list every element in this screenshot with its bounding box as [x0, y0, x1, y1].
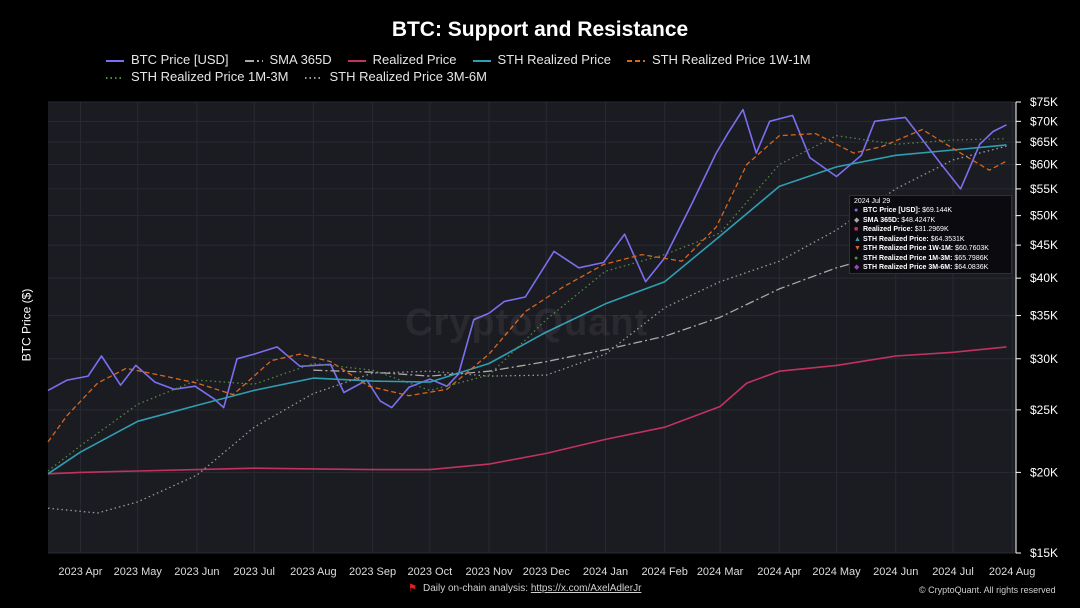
- legend-label: STH Realized Price: [497, 52, 611, 67]
- flag-icon: ⚑: [408, 583, 417, 594]
- series-line: [47, 346, 1007, 475]
- footer-link[interactable]: https://x.com/AxelAdlerJr: [530, 583, 642, 594]
- data-tooltip: 2024 Jul 29 ● BTC Price [USD]: $69.144K ◆ S…: [849, 195, 1012, 274]
- x-tick-label: 2023 Jun: [174, 566, 219, 578]
- y-tick-label: $20K: [1030, 465, 1058, 479]
- tooltip-row: ▲ STH Realized Price: $64.3531K: [854, 235, 1007, 245]
- y-tick-label: $15K: [1030, 546, 1058, 560]
- y-tick-label: $40K: [1030, 271, 1058, 285]
- legend-item[interactable]: Realized Price: [347, 52, 457, 67]
- tooltip-series-name: SMA 365D:: [863, 216, 900, 224]
- tooltip-series-name: Realized Price:: [863, 226, 913, 233]
- legend-item[interactable]: SMA 365D: [244, 52, 332, 67]
- tooltip-series-name: STH Realized Price:: [863, 235, 929, 243]
- x-tick-label: 2024 Jan: [583, 566, 628, 578]
- series-line: [47, 135, 1007, 472]
- tooltip-value: $69.144K: [920, 207, 953, 214]
- footer-text: Daily on-chain analysis:: [422, 583, 529, 594]
- legend-item[interactable]: STH Realized Price 1W-1M: [626, 52, 811, 67]
- legend-swatch: [304, 76, 323, 79]
- tooltip-value: $31.2969K: [912, 226, 949, 233]
- tooltip-series-name: BTC Price [USD]:: [863, 207, 921, 214]
- tooltip-rows: ● BTC Price [USD]: $69.144K ◆ SMA 365D: $48…: [854, 206, 1007, 273]
- y-axis-label: BTC Price ($): [19, 288, 34, 362]
- x-tick-label: 2023 Nov: [465, 566, 513, 578]
- series-line: [47, 128, 1007, 443]
- x-tick-label: 2023 Apr: [58, 566, 102, 578]
- x-tick-label: 2023 Aug: [290, 566, 337, 578]
- y-tick-label: $50K: [1030, 209, 1058, 223]
- tooltip-marker-icon: ▲: [854, 235, 861, 243]
- legend-label: STH Realized Price 3M-6M: [329, 69, 488, 84]
- tooltip-marker-icon: ●: [854, 254, 859, 262]
- tooltip-value: $64.3531K: [928, 235, 965, 243]
- tooltip-row: ◆ SMA 365D: $48.4247K: [854, 216, 1007, 226]
- x-tick-label: 2024 Jul: [932, 566, 974, 578]
- legend-item[interactable]: STH Realized Price: [472, 52, 611, 67]
- y-tick-label: $75K: [1030, 95, 1058, 109]
- y-tick-label: $65K: [1030, 135, 1058, 149]
- legend-swatch: [106, 76, 124, 79]
- legend-label: STH Realized Price 1W-1M: [651, 52, 811, 67]
- x-tick-label: 2024 Mar: [697, 566, 744, 578]
- x-tick-label: 2023 Sep: [349, 566, 396, 578]
- tooltip-date: 2024 Jul 29: [854, 198, 891, 205]
- chart-legend: BTC Price [USD] SMA 365D Realized Price STH…: [106, 52, 1006, 86]
- legend-swatch: [347, 59, 366, 62]
- x-tick-label: 2023 Oct: [408, 566, 453, 578]
- x-tick-label: 2024 Apr: [757, 566, 801, 578]
- plot-background: [48, 102, 1016, 553]
- tooltip-marker-icon: ▼: [854, 245, 861, 252]
- y-tick-label: $45K: [1030, 238, 1058, 252]
- x-tick-label: 2023 Dec: [523, 566, 571, 578]
- tooltip-marker-icon: ●: [854, 207, 859, 214]
- y-tick-label: $70K: [1030, 114, 1058, 128]
- copyright: © CryptoQuant. All rights reserved: [919, 585, 1056, 595]
- x-tick-label: 2024 Aug: [989, 566, 1036, 578]
- tooltip-marker-icon: ◆: [854, 264, 860, 271]
- x-tick-label: 2024 Feb: [641, 566, 687, 578]
- tooltip-value: $65.7986K: [952, 254, 989, 262]
- x-tick-label: 2024 Jun: [873, 566, 918, 578]
- y-tick-label: $25K: [1030, 403, 1058, 417]
- x-tick-label: 2023 Jul: [233, 566, 275, 578]
- tooltip-marker-icon: ■: [854, 226, 859, 233]
- x-tick-label: 2023 May: [114, 566, 163, 578]
- y-tick-label: $55K: [1030, 182, 1058, 196]
- tooltip-series-name: STH Realized Price 1M-3M:: [863, 254, 953, 262]
- y-tick-label: $35K: [1030, 309, 1058, 323]
- legend-swatch: [244, 59, 263, 62]
- tooltip-row: ■ Realized Price: $31.2969K: [854, 225, 1007, 235]
- tooltip-series-name: STH Realized Price 3M-6M:: [863, 264, 953, 271]
- tooltip-value: $60.7603K: [953, 245, 989, 252]
- legend-item[interactable]: STH Realized Price 1M-3M: [106, 69, 289, 84]
- legend-swatch: [472, 59, 491, 62]
- tooltip-marker-icon: ◆: [854, 216, 860, 224]
- legend-item[interactable]: STH Realized Price 3M-6M: [304, 69, 488, 84]
- footer-note: ⚑ Daily on-chain analysis: https://x.com/…: [408, 583, 641, 594]
- watermark: CryptoQuant: [405, 302, 649, 344]
- x-tick-label: 2024 May: [812, 566, 861, 578]
- series-line: [47, 144, 1007, 475]
- tooltip-row: ● STH Realized Price 1M-3M: $65.7986K: [854, 254, 1007, 264]
- tooltip-row: ◆ STH Realized Price 3M-6M: $64.0836K: [854, 263, 1007, 273]
- legend-item[interactable]: BTC Price [USD]: [106, 52, 229, 67]
- tooltip-row: ▼ STH Realized Price 1W-1M: $60.7603K: [854, 244, 1007, 254]
- y-tick-label: $30K: [1030, 352, 1058, 366]
- tooltip-series-name: STH Realized Price 1W-1M:: [863, 245, 954, 252]
- legend-label: STH Realized Price 1M-3M: [131, 69, 289, 84]
- legend-label: Realized Price: [372, 52, 457, 67]
- legend-label: BTC Price [USD]: [131, 52, 229, 67]
- legend-label: SMA 365D: [269, 52, 332, 67]
- chart-title: BTC: Support and Resistance: [391, 18, 689, 41]
- legend-swatch: [106, 59, 124, 62]
- y-tick-label: $60K: [1030, 158, 1058, 172]
- legend-swatch: [626, 59, 645, 62]
- tooltip-value: $48.4247K: [899, 216, 936, 224]
- tooltip-value: $64.0836K: [952, 264, 989, 271]
- tooltip-row: ● BTC Price [USD]: $69.144K: [854, 206, 1007, 216]
